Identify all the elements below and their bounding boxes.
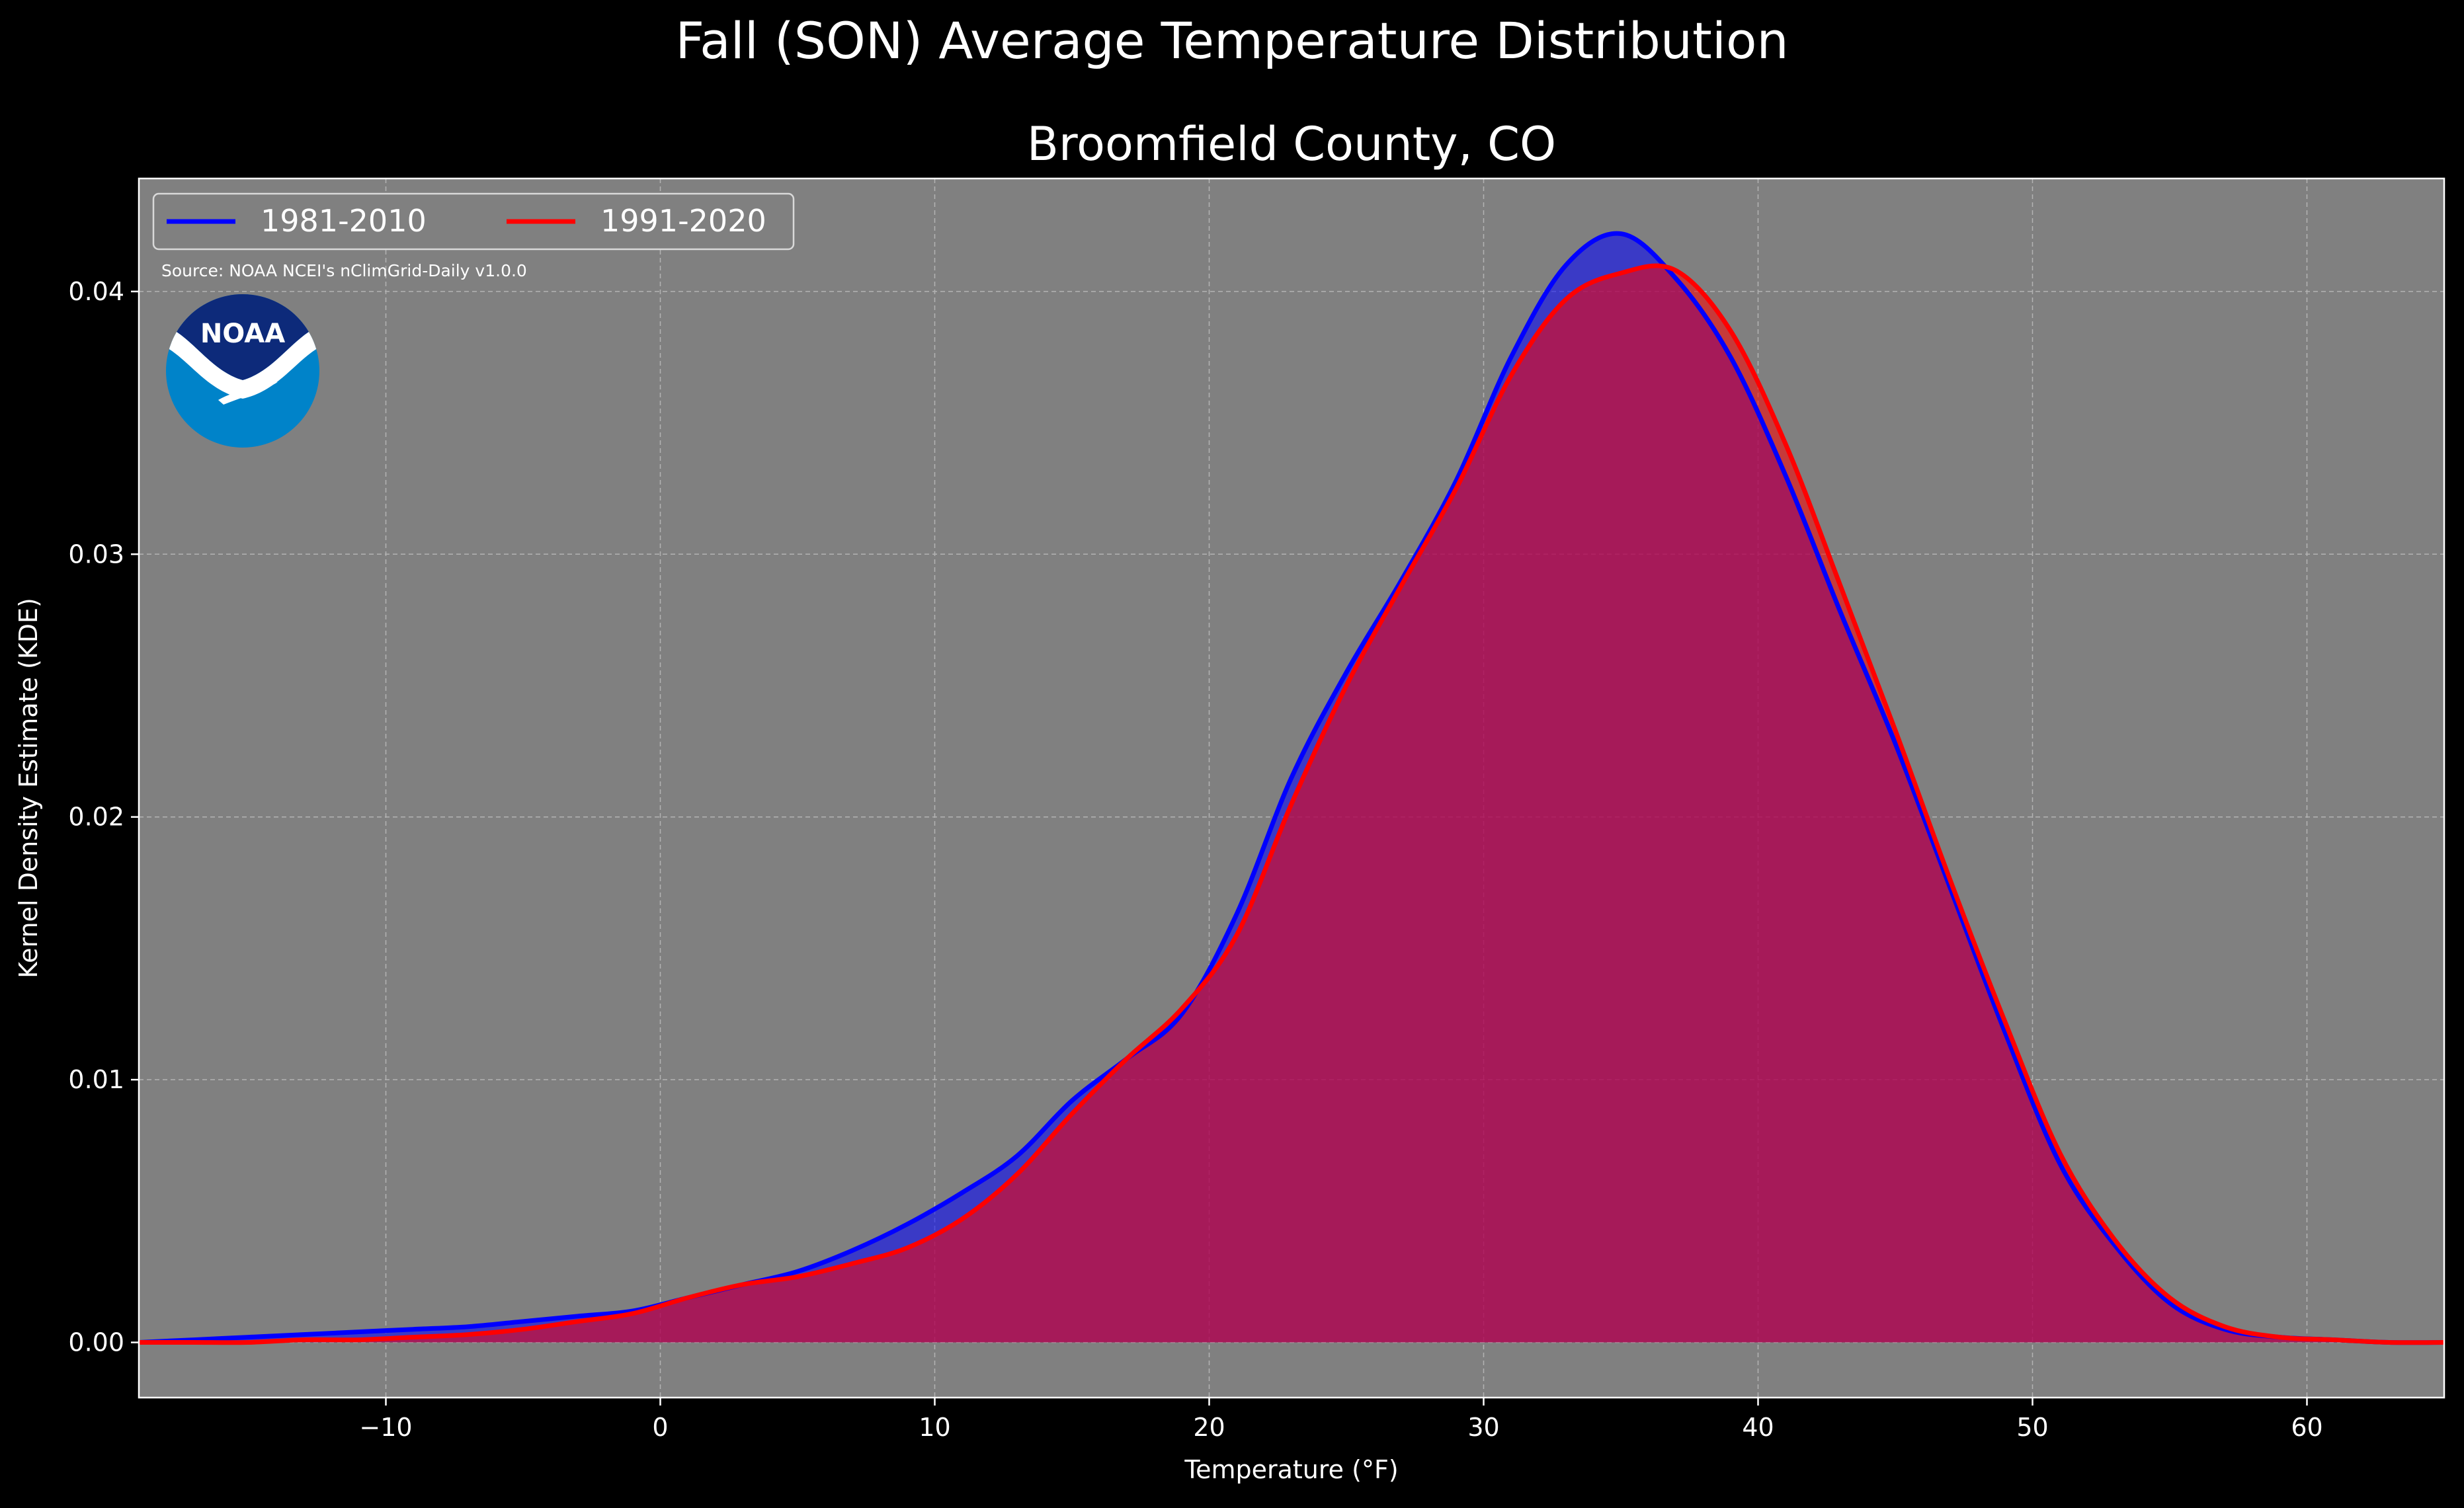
x-tick-label: 40	[1742, 1413, 1774, 1442]
x-axis-label: Temperature (°F)	[1184, 1455, 1398, 1484]
series-line-1981-2010	[138, 231, 2445, 1345]
x-tick-label: 10	[919, 1413, 950, 1442]
series-line-1991-2020	[139, 263, 2445, 1345]
y-tick-label: 0.01	[68, 1065, 124, 1094]
series-layer	[138, 231, 2445, 1345]
x-tick-label: 0	[652, 1413, 668, 1442]
noaa-logo-text: NOAA	[200, 319, 285, 349]
y-tick-label: 0.00	[68, 1328, 124, 1357]
x-tick-label: −10	[359, 1413, 412, 1442]
axis-ticks: −10 0 10 20 30 40 50 60 0.00 0.01 0.02 0.03 0.04	[68, 277, 2322, 1442]
x-tick-label: 60	[2291, 1413, 2322, 1442]
noaa-logo: NOAA	[166, 294, 319, 448]
legend-box	[152, 192, 795, 251]
legend: 1981-2010 1991-2020	[152, 192, 795, 251]
legend-label-1991-2020: 1991-2020	[600, 203, 766, 239]
legend-label-1981-2010: 1981-2010	[261, 203, 427, 239]
chart-title: Broomfield County, CO	[1027, 117, 1556, 171]
y-tick-label: 0.03	[68, 539, 124, 569]
y-tick-label: 0.04	[68, 277, 124, 306]
y-tick-label: 0.02	[68, 803, 124, 832]
plot-frame	[138, 177, 2445, 1399]
x-tick-label: 50	[2016, 1413, 2048, 1442]
figure-title: Fall (SON) Average Temperature Distribut…	[675, 11, 1788, 70]
y-axis-label: Kernel Density Estimate (KDE)	[14, 598, 43, 978]
source-annotation: Source: NOAA NCEI's nClimGrid-Daily v1.0…	[161, 261, 527, 280]
x-tick-label: 20	[1193, 1413, 1225, 1442]
x-tick-label: 30	[1467, 1413, 1499, 1442]
